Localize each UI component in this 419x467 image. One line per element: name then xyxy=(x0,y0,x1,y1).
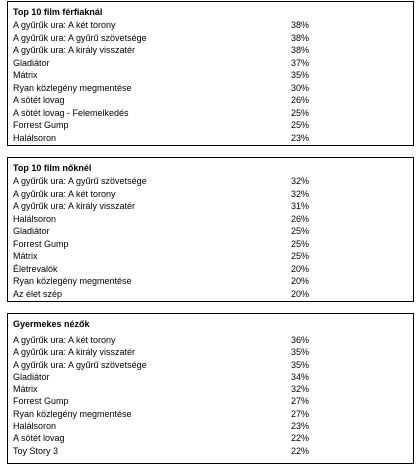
film-title: Forrest Gump xyxy=(13,396,69,407)
film-percent: 31% xyxy=(291,201,310,211)
film-title: A gyűrűk ura: A két torony xyxy=(13,335,116,345)
film-row: Mátrix 32% xyxy=(8,383,413,395)
film-title: Halálsoron xyxy=(13,213,57,224)
film-row: Gladiátor 34% xyxy=(8,371,413,383)
film-title: A gyűrűk ura: A két torony xyxy=(13,20,116,30)
film-row: A gyűrűk ura: A gyűrű szövetsége 35% xyxy=(8,359,413,371)
film-title: Ryan közlegény megmentése xyxy=(13,82,132,93)
film-percent: 32% xyxy=(291,188,310,199)
film-row: A gyűrűk ura: A két torony 36% xyxy=(8,334,413,346)
film-percent: 22% xyxy=(291,433,310,444)
film-percent: 36% xyxy=(291,335,310,345)
section-men: Top 10 film férfiaknál A gyűrűk ura: A k… xyxy=(7,1,414,146)
film-row: Halálsoron 23% xyxy=(8,132,413,145)
film-percent: 35% xyxy=(291,359,310,370)
film-percent: 20% xyxy=(291,263,310,274)
film-percent: 25% xyxy=(291,238,310,249)
film-percent: 38% xyxy=(291,45,310,55)
section-parents: Gyermekes nézők A gyűrűk ura: A két toro… xyxy=(7,313,414,464)
film-row: A sötét lovag 22% xyxy=(8,432,413,444)
section-women: Top 10 film nőknél A gyűrűk ura: A gyűrű… xyxy=(7,157,414,302)
film-row: Az élet szép 20% xyxy=(8,288,413,301)
film-list: A gyűrűk ura: A gyűrű szövetsége 32% A gy… xyxy=(8,175,413,300)
film-list: A gyűrűk ura: A két torony 36% A gyűrűk u… xyxy=(8,334,413,457)
film-title: Halálsoron xyxy=(13,421,57,432)
film-row: Forrest Gump 25% xyxy=(8,119,413,132)
film-percent: 27% xyxy=(291,408,310,419)
film-row: A gyűrűk ura: A király visszatér 31% xyxy=(8,200,413,213)
film-list: A gyűrűk ura: A két torony 38% A gyűrűk u… xyxy=(8,19,413,144)
film-title: A gyűrűk ura: A gyűrű szövetsége xyxy=(13,359,147,370)
film-title: Gladiátor xyxy=(13,57,50,68)
film-title: A gyűrűk ura: A gyűrű szövetsége xyxy=(13,32,147,43)
film-percent: 23% xyxy=(291,421,310,432)
film-percent: 35% xyxy=(291,347,310,358)
film-title: A gyűrűk ura: A király visszatér xyxy=(13,201,136,211)
film-row: A gyűrűk ura: A király visszatér 35% xyxy=(8,346,413,358)
film-title: A gyűrűk ura: A gyűrű szövetsége xyxy=(13,176,147,186)
film-percent: 20% xyxy=(291,288,310,299)
film-percent: 34% xyxy=(291,371,310,382)
film-title: A gyűrűk ura: A két torony xyxy=(13,188,116,199)
film-row: Ryan közlegény megmentése 27% xyxy=(8,408,413,420)
film-percent: 25% xyxy=(291,107,310,118)
film-title: A gyűrűk ura: A király visszatér xyxy=(13,347,136,358)
film-row: A gyűrűk ura: A gyűrű szövetsége 38% xyxy=(8,32,413,45)
film-percent: 38% xyxy=(291,20,310,30)
film-row: A gyűrűk ura: A gyűrű szövetsége 32% xyxy=(8,175,413,188)
film-row: Gladiátor 37% xyxy=(8,57,413,70)
film-percent: 26% xyxy=(291,213,310,224)
film-row: A sötét lovag - Felemelkedés 25% xyxy=(8,107,413,120)
section-title: Gyermekes nézők xyxy=(13,319,90,329)
film-title: Mátrix xyxy=(13,70,38,80)
film-row: Életrevalók 20% xyxy=(8,263,413,276)
film-title: A sötét lovag xyxy=(13,433,65,444)
film-row: Forrest Gump 27% xyxy=(8,395,413,407)
film-title: Ryan közlegény megmentése xyxy=(13,408,132,419)
film-percent: 32% xyxy=(291,384,310,395)
film-title: Ryan közlegény megmentése xyxy=(13,276,132,286)
film-row: A gyűrűk ura: A két torony 38% xyxy=(8,19,413,32)
film-row: Halálsoron 26% xyxy=(8,213,413,226)
film-title: A gyűrűk ura: A király visszatér xyxy=(13,45,136,55)
film-percent: 37% xyxy=(291,57,310,68)
film-row: Gladiátor 25% xyxy=(8,225,413,238)
film-title: Forrest Gump xyxy=(13,120,69,130)
film-percent: 20% xyxy=(291,276,310,286)
film-percent: 25% xyxy=(291,226,310,236)
film-title: A sötét lovag xyxy=(13,95,65,105)
film-title: Halálsoron xyxy=(13,132,57,143)
film-percent: 32% xyxy=(291,176,310,186)
film-row: Ryan közlegény megmentése 30% xyxy=(8,82,413,95)
film-row: Mátrix 25% xyxy=(8,250,413,263)
film-row: A sötét lovag 26% xyxy=(8,94,413,107)
film-percent: 26% xyxy=(291,95,310,105)
film-row: A gyűrűk ura: A király visszatér 38% xyxy=(8,44,413,57)
film-row: Toy Story 3 22% xyxy=(8,445,413,457)
film-row: A gyűrűk ura: A két torony 32% xyxy=(8,188,413,201)
film-row: Forrest Gump 25% xyxy=(8,238,413,251)
film-title: Mátrix xyxy=(13,251,38,261)
film-percent: 35% xyxy=(291,70,310,80)
film-title: Forrest Gump xyxy=(13,238,69,249)
film-title: Toy Story 3 xyxy=(13,445,59,456)
film-row: Mátrix 35% xyxy=(8,69,413,82)
film-row: Halálsoron 23% xyxy=(8,420,413,432)
film-title: Gladiátor xyxy=(13,371,50,382)
film-title: Az élet szép xyxy=(13,288,63,299)
section-title: Top 10 film férfiaknál xyxy=(13,7,103,17)
film-percent: 30% xyxy=(291,82,310,93)
film-row: Ryan közlegény megmentése 20% xyxy=(8,275,413,288)
film-percent: 27% xyxy=(291,396,310,407)
film-percent: 25% xyxy=(291,120,310,130)
film-percent: 23% xyxy=(291,132,310,143)
film-percent: 38% xyxy=(291,32,310,43)
film-title: Mátrix xyxy=(13,384,38,395)
film-title: Gladiátor xyxy=(13,226,50,236)
section-title: Top 10 film nőknél xyxy=(13,163,92,173)
film-percent: 22% xyxy=(291,445,310,456)
film-percent: 25% xyxy=(291,251,310,261)
film-title: Életrevalók xyxy=(13,263,58,274)
film-title: A sötét lovag - Felemelkedés xyxy=(13,107,129,118)
